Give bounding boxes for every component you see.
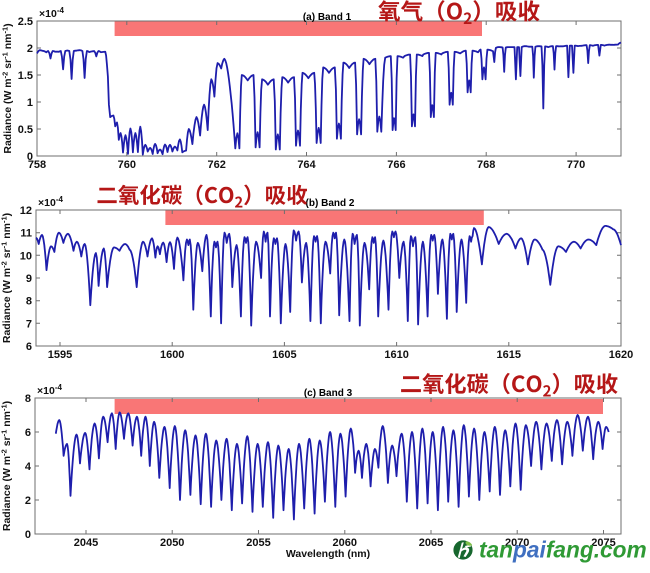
svg-text:2060: 2060: [333, 537, 357, 549]
svg-text:760: 760: [118, 159, 136, 171]
svg-text:(c) Band 3: (c) Band 3: [304, 388, 353, 399]
svg-text:(b) Band 2: (b) Band 2: [306, 198, 355, 209]
svg-text:0: 0: [27, 151, 33, 163]
svg-text:11: 11: [20, 228, 32, 240]
svg-text:2075: 2075: [591, 537, 615, 549]
svg-text:9: 9: [26, 273, 32, 285]
svg-text:2055: 2055: [246, 537, 270, 549]
svg-text:768: 768: [477, 159, 495, 171]
svg-text:1.5: 1.5: [18, 70, 33, 82]
svg-text:2065: 2065: [419, 537, 443, 549]
svg-text:764: 764: [297, 159, 316, 171]
svg-text:1605: 1605: [272, 349, 296, 361]
svg-text:1600: 1600: [160, 349, 184, 361]
svg-text:4: 4: [25, 461, 32, 473]
svg-text:1615: 1615: [497, 349, 521, 361]
svg-text:(a) Band 1: (a) Band 1: [303, 12, 352, 23]
svg-text:770: 770: [567, 159, 585, 171]
svg-text:6: 6: [25, 427, 31, 439]
svg-text:2.5: 2.5: [18, 16, 33, 28]
svg-text:2045: 2045: [74, 537, 98, 549]
svg-text:1620: 1620: [609, 349, 633, 361]
svg-text:762: 762: [208, 159, 226, 171]
svg-text:Wavelength (nm): Wavelength (nm): [286, 548, 370, 560]
svg-text:7: 7: [26, 318, 32, 330]
svg-text:10: 10: [20, 250, 32, 262]
svg-text:1595: 1595: [48, 349, 72, 361]
svg-text:1610: 1610: [384, 349, 408, 361]
svg-text:Radiance (W m-2 sr-1 nm-1): Radiance (W m-2 sr-1 nm-1): [1, 23, 15, 153]
svg-text:8: 8: [25, 393, 31, 405]
svg-text:8: 8: [26, 296, 32, 308]
svg-text:766: 766: [387, 159, 405, 171]
svg-text:tanpaifang.com: tanpaifang.com: [479, 537, 647, 563]
svg-text:0: 0: [25, 529, 31, 541]
svg-text:2: 2: [25, 495, 31, 507]
svg-text:0.5: 0.5: [18, 124, 33, 136]
svg-text:2050: 2050: [160, 537, 184, 549]
svg-text:2070: 2070: [505, 537, 529, 549]
svg-text:758: 758: [28, 159, 46, 171]
svg-text:1: 1: [27, 97, 33, 109]
svg-text:6: 6: [26, 341, 32, 353]
svg-text:Radiance (W m-2 sr-1 nm-1): Radiance (W m-2 sr-1 nm-1): [0, 213, 13, 343]
svg-text:2: 2: [27, 43, 33, 55]
svg-text:Radiance (W m-2 sr-1 nm-1): Radiance (W m-2 sr-1 nm-1): [0, 401, 13, 531]
svg-text:12: 12: [20, 205, 32, 217]
